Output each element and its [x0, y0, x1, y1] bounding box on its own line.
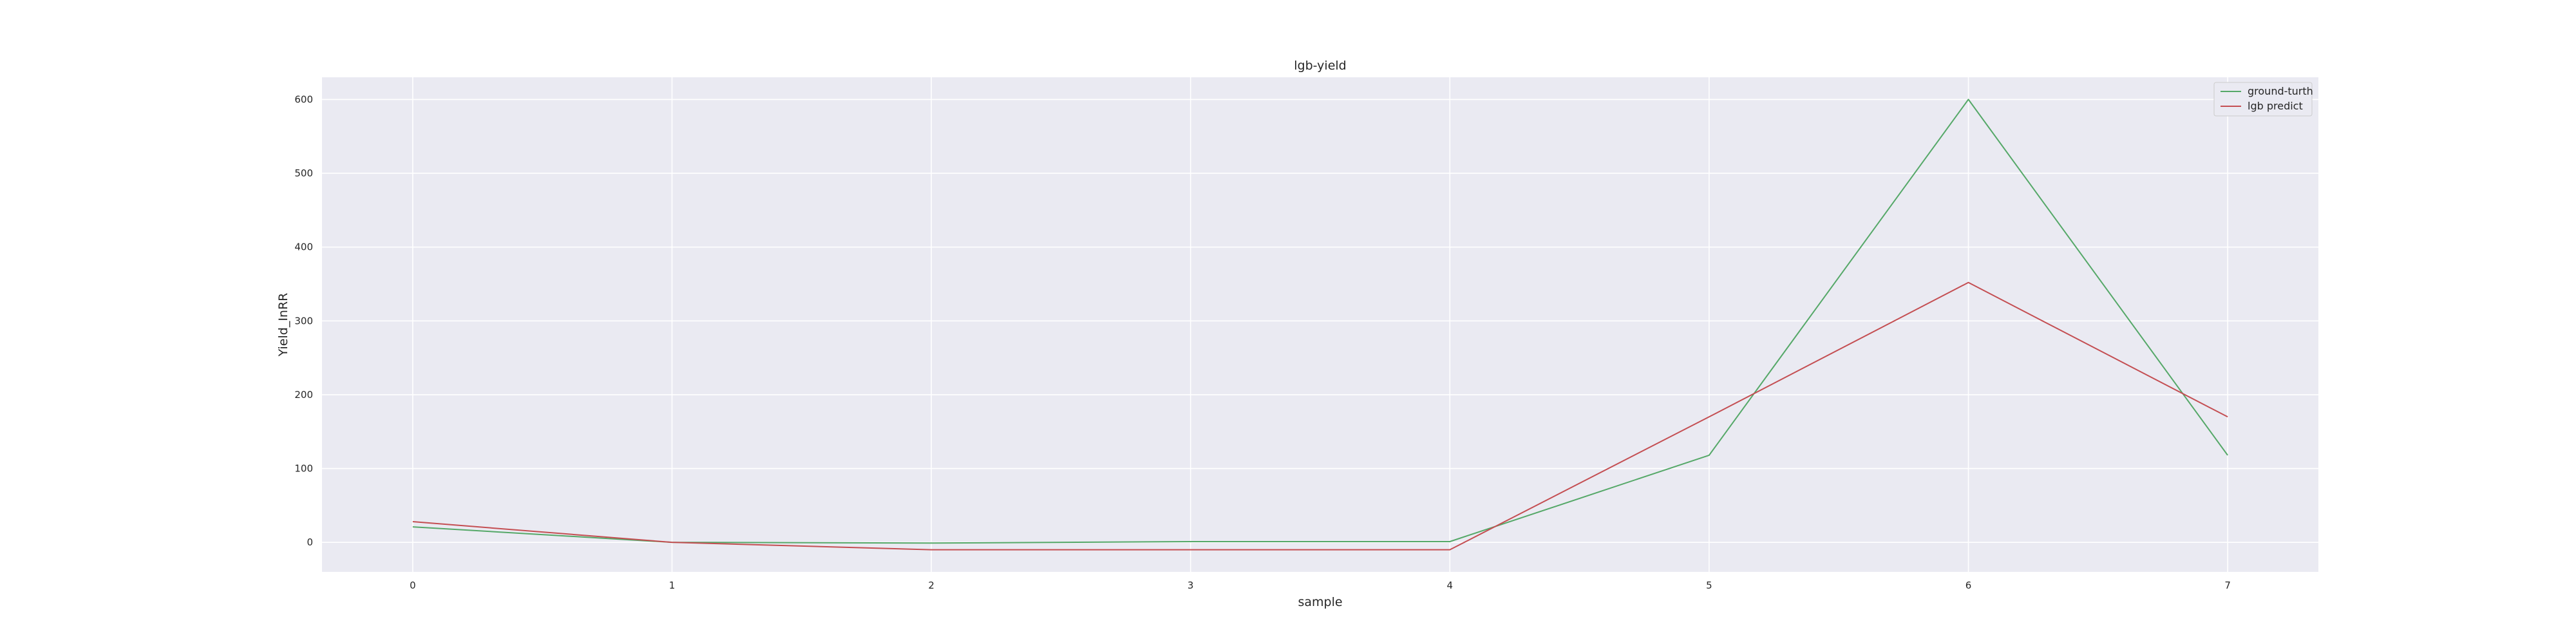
y-tick-label: 0	[307, 536, 313, 548]
series-line-lgb-predict	[412, 281, 2228, 551]
legend-label: lgb predict	[2248, 100, 2303, 112]
legend-label: ground-turth	[2248, 85, 2313, 97]
y-axis-label: Yield_InRR	[276, 293, 290, 357]
x-tick-label: 1	[669, 580, 676, 591]
y-tick-label: 100	[294, 463, 313, 475]
series-line-ground-turth	[412, 99, 2228, 544]
legend: ground-turth lgb predict	[2213, 82, 2313, 117]
y-axis-ticks: 0 100 200 300 400 500 600	[294, 93, 313, 548]
y-tick-label: 400	[294, 242, 313, 253]
x-tick-label: 4	[1447, 580, 1454, 591]
x-axis-ticks: 0 1 2 3 4 5 6 7	[410, 580, 2231, 591]
x-tick-label: 0	[410, 580, 416, 591]
y-tick-label: 200	[294, 389, 313, 401]
x-tick-label: 6	[1965, 580, 1972, 591]
y-tick-label: 300	[294, 315, 313, 327]
grid-lines	[322, 77, 2318, 572]
x-axis-label: sample	[1298, 595, 1342, 609]
x-tick-label: 5	[1706, 580, 1712, 591]
y-tick-label: 600	[294, 93, 313, 105]
x-tick-label: 3	[1188, 580, 1194, 591]
x-tick-label: 2	[928, 580, 934, 591]
x-tick-label: 7	[2224, 580, 2231, 591]
y-tick-label: 500	[294, 167, 313, 179]
plot-area	[322, 77, 2318, 572]
series-lines	[412, 99, 2228, 551]
chart-title: lgb-yield	[1294, 59, 1346, 73]
